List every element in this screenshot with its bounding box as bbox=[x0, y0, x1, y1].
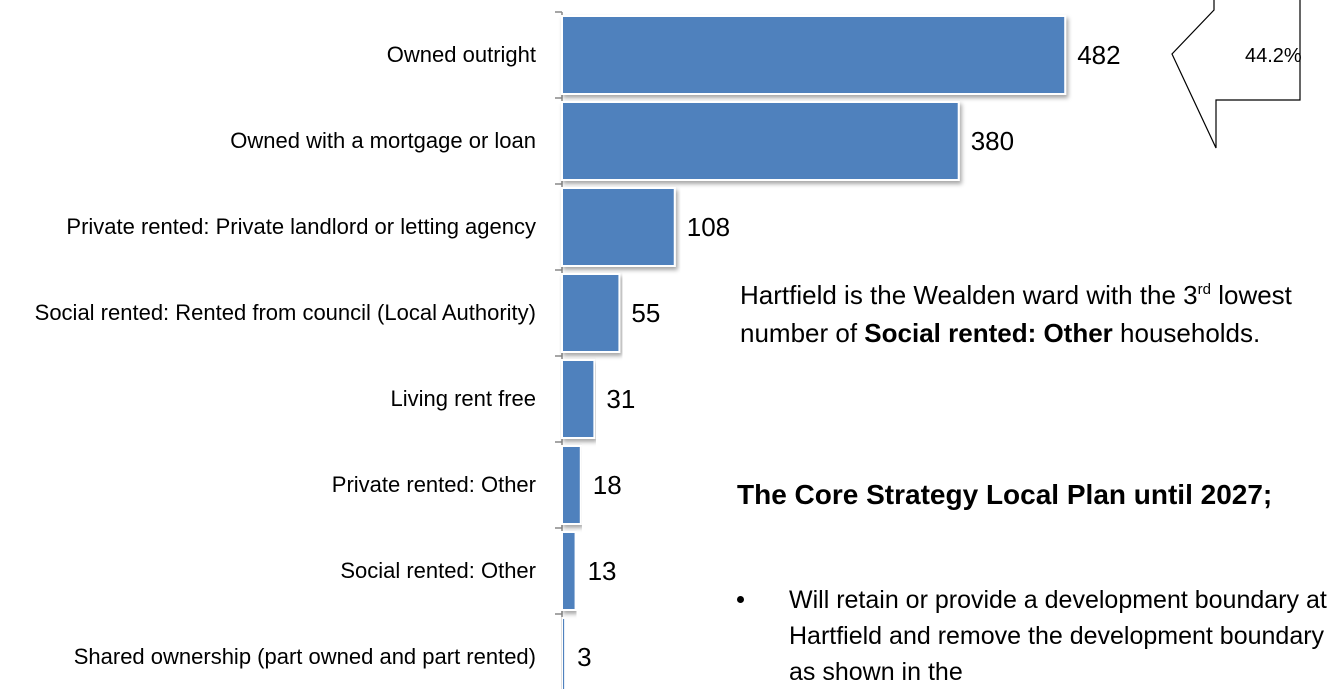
heading: The Core Strategy Local Plan until 2027; bbox=[737, 479, 1273, 510]
value-label: 31 bbox=[606, 384, 635, 414]
bar bbox=[561, 445, 582, 525]
bullet: Will retain or provide a development bou… bbox=[737, 582, 1327, 690]
category-label: Living rent free bbox=[390, 386, 536, 411]
callout-arrow bbox=[1171, 0, 1301, 149]
category-label: Private rented: Other bbox=[331, 472, 536, 497]
category-label-box: Living rent free bbox=[0, 356, 536, 442]
bar bbox=[561, 617, 567, 689]
bar bbox=[561, 531, 577, 611]
value-label: 13 bbox=[588, 556, 617, 586]
note: Hartfield is the Wealden ward with the 3… bbox=[740, 276, 1320, 352]
note-text: households. bbox=[1112, 318, 1261, 348]
value-label: 3 bbox=[577, 642, 591, 672]
value-label: 55 bbox=[631, 298, 660, 328]
note-text: Hartfield is the Wealden ward with the 3 bbox=[740, 280, 1198, 310]
bar bbox=[561, 101, 960, 181]
category-label: Private rented: Private landlord or lett… bbox=[66, 214, 536, 239]
note-bold: Social rented: Other bbox=[864, 318, 1113, 348]
value-label: 18 bbox=[593, 470, 622, 500]
value-label: 108 bbox=[687, 212, 730, 242]
category-label-box: Private rented: Private landlord or lett… bbox=[0, 184, 536, 270]
category-label: Shared ownership (part owned and part re… bbox=[73, 644, 536, 669]
note-sup: rd bbox=[1197, 281, 1211, 298]
bullet-list: Will retain or provide a development bou… bbox=[737, 582, 1327, 690]
category-label-box: Social rented: Other bbox=[0, 528, 536, 614]
bar bbox=[561, 273, 621, 353]
category-label-box: Social rented: Rented from council (Loca… bbox=[0, 270, 536, 356]
bar bbox=[561, 15, 1067, 95]
callout-label: 44.2% bbox=[1245, 45, 1302, 67]
bar bbox=[561, 359, 596, 439]
category-label: Social rented: Other bbox=[340, 558, 536, 583]
category-label-box: Owned outright bbox=[0, 12, 536, 98]
category-label: Owned outright bbox=[386, 42, 536, 67]
category-label-box: Owned with a mortgage or loan bbox=[0, 98, 536, 184]
category-label-box: Shared ownership (part owned and part re… bbox=[0, 614, 536, 700]
value-label: 380 bbox=[971, 126, 1014, 156]
bar bbox=[561, 187, 676, 267]
value-label: 482 bbox=[1077, 40, 1120, 70]
category-label: Social rented: Rented from council (Loca… bbox=[34, 300, 536, 325]
category-label: Owned with a mortgage or loan bbox=[230, 128, 536, 153]
category-label-box: Private rented: Other bbox=[0, 442, 536, 528]
note-text: lowest number of bbox=[740, 280, 1292, 348]
